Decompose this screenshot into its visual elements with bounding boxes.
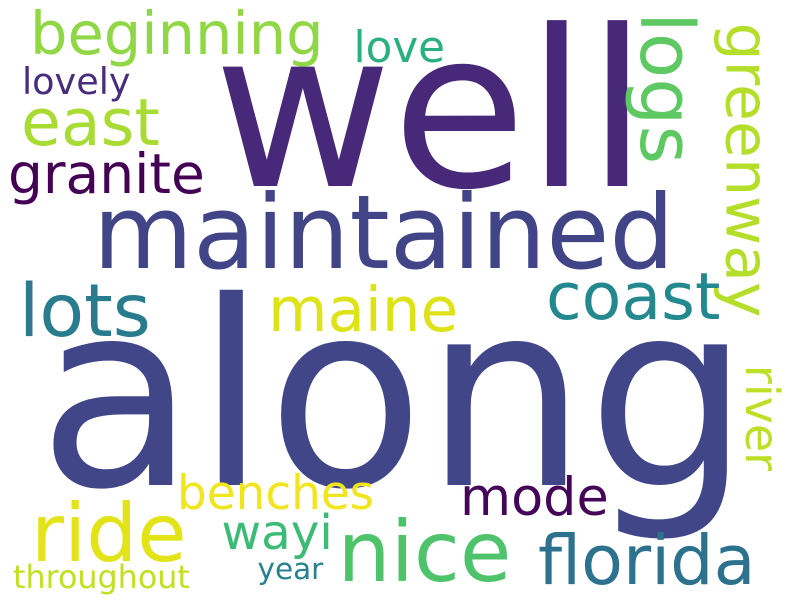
word-along: along bbox=[38, 246, 751, 546]
word-nice: nice bbox=[337, 502, 512, 600]
word-east: east bbox=[21, 86, 160, 161]
word-benches: benches bbox=[177, 466, 375, 521]
word-florida: florida bbox=[538, 521, 756, 600]
word-mode: mode bbox=[460, 467, 609, 528]
word-well: well bbox=[213, 0, 648, 238]
word-granite: granite bbox=[8, 141, 205, 206]
word-year: year bbox=[257, 551, 324, 586]
word-throughout: throughout bbox=[13, 559, 190, 596]
word-river: river bbox=[734, 364, 789, 472]
word-lovely: lovely bbox=[22, 60, 131, 103]
word-coast: coast bbox=[546, 260, 721, 335]
word-beginning: beginning bbox=[30, 0, 324, 68]
word-ride: ride bbox=[31, 487, 187, 580]
word-wayi: wayi bbox=[221, 504, 333, 561]
word-lots: lots bbox=[19, 268, 151, 354]
word-love: love bbox=[353, 21, 446, 73]
word-maintained: maintained bbox=[93, 174, 675, 293]
word-maine: maine bbox=[268, 275, 459, 346]
word-logs: logs bbox=[622, 11, 710, 164]
word-greenway: greenway bbox=[711, 22, 782, 318]
